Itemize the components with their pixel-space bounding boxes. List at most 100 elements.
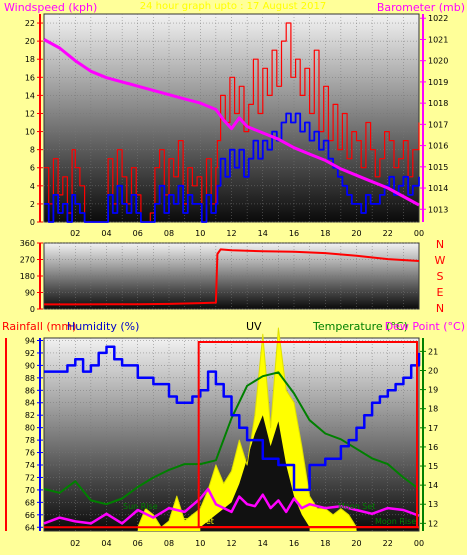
- compass-label: W: [435, 254, 446, 267]
- x-tick-label: 08: [164, 229, 174, 238]
- humidity-tick-label: 64: [25, 523, 35, 532]
- x-tick-label: 10: [195, 229, 205, 238]
- humidity-tick-label: 70: [25, 486, 35, 495]
- barometer-tick-label: 1013: [428, 205, 448, 214]
- x-tick-label: 08: [164, 539, 174, 548]
- windspeed-axis-title: Windspeed (kph): [4, 1, 97, 14]
- temperature-line: [43, 371, 420, 506]
- windspeed-tick-label: 0: [30, 218, 35, 227]
- x-tick-label: 22: [383, 229, 393, 238]
- humidity-tick-label: 78: [25, 436, 35, 445]
- barometer-tick-label: 1019: [428, 78, 448, 87]
- temperature-tick-label: 19: [428, 386, 438, 395]
- windspeed-tick-label: 2: [30, 200, 35, 209]
- humidity-tick-label: 92: [25, 349, 35, 358]
- barometer-tick-label: 1015: [428, 163, 448, 172]
- barometer-tick-label: 1014: [428, 184, 448, 193]
- humidity-axis-title: Humidity (%): [67, 320, 139, 333]
- wind-plot-area: [43, 13, 420, 223]
- wind-x-axis: 02 04 06 08 10 12 14 16 18 20 22 00: [70, 229, 424, 238]
- temperature-tick-label: 17: [428, 424, 438, 433]
- windspeed-axis: 0 2 4 6 8 10 12 14 16 18 20 22: [25, 14, 43, 227]
- humidity-tick-label: 66: [25, 511, 35, 520]
- humidity-tick-label: 72: [25, 473, 35, 482]
- x-tick-label: 04: [101, 539, 111, 548]
- x-tick-label: 18: [320, 229, 330, 238]
- windspeed-tick-label: 18: [25, 55, 35, 64]
- direction-axis: 0 90 180 270 360: [20, 239, 43, 314]
- rainfall-axis-title: Rainfall (mm): [2, 320, 76, 333]
- sun-set-label: Sun Set: [183, 517, 214, 526]
- temperature-tick-label: 15: [428, 462, 438, 471]
- temperature-tick-label: 18: [428, 405, 438, 414]
- direction-tick-label: 270: [20, 256, 35, 265]
- x-tick-label: 20: [351, 539, 361, 548]
- x-tick-label: 04: [101, 229, 111, 238]
- direction-tick-label: 360: [20, 239, 35, 248]
- humidity-axis: 64 66 68 70 72 74 76 78 80 82 84 86 88 90 92 94: [5, 336, 43, 532]
- windspeed-tick-label: 8: [30, 146, 35, 155]
- windspeed-tick-label: 20: [25, 37, 35, 46]
- humidity-tick-label: 88: [25, 374, 35, 383]
- x-tick-label: 18: [320, 539, 330, 548]
- uv-area: [200, 415, 310, 531]
- x-tick-label: 00: [414, 539, 424, 548]
- chart-title: 24 hour graph upto : 17 August 2017: [140, 1, 326, 12]
- compass-label: N: [436, 238, 444, 251]
- x-tick-label: 00: [414, 229, 424, 238]
- direction-tick-label: 90: [25, 289, 35, 298]
- direction-series: [44, 248, 420, 306]
- barometer-line: [43, 38, 420, 207]
- windspeed-tick-label: 4: [30, 182, 35, 191]
- direction-line: [44, 248, 420, 306]
- x-tick-label: 02: [70, 539, 80, 548]
- x-tick-label: 14: [258, 229, 268, 238]
- humidity-series: [43, 327, 421, 531]
- daylight-box: [197, 341, 418, 528]
- humidity-tick-label: 82: [25, 411, 35, 420]
- x-tick-label: 06: [133, 229, 143, 238]
- dewpoint-axis-title: Dew Point (°C): [385, 320, 465, 333]
- moon-set-label: Moon Set: [338, 502, 375, 511]
- dewpoint-line: [43, 487, 420, 525]
- barometer-axis-title: Barometer (mb): [377, 1, 465, 14]
- humidity-x-axis: 02 04 06 08 10 12 14 16 18 20 22 00: [70, 539, 424, 548]
- humidity-tick-label: 94: [25, 336, 35, 345]
- temperature-tick-label: 12: [428, 519, 438, 528]
- windspeed-tick-label: 6: [30, 164, 35, 173]
- temperature-axis: 12 13 14 15 16 17 18 19 20 21: [420, 338, 438, 531]
- moon-rise-label: Moon Rise: [375, 517, 416, 526]
- x-tick-label: 22: [383, 539, 393, 548]
- x-tick-label: 06: [133, 539, 143, 548]
- barometer-tick-label: 1016: [428, 142, 448, 151]
- humidity-tick-label: 74: [25, 461, 35, 470]
- temperature-tick-label: 20: [428, 366, 438, 375]
- barometer-tick-label: 1018: [428, 99, 448, 108]
- average-line: [44, 112, 420, 223]
- x-tick-label: 20: [351, 229, 361, 238]
- barometer-tick-label: 1017: [428, 120, 448, 129]
- x-tick-label: 16: [289, 539, 299, 548]
- humidity-tick-label: 86: [25, 386, 35, 395]
- windspeed-tick-label: 22: [25, 19, 35, 28]
- solar-line: [137, 327, 357, 528]
- compass-label: N: [436, 302, 444, 315]
- windspeed-tick-label: 14: [25, 91, 35, 100]
- uv-title: UV: [246, 320, 262, 333]
- sun-rise-label: Sun Rise: [123, 502, 158, 511]
- temperature-axis-title: Temperature (°C): [312, 320, 408, 333]
- windspeed-tick-label: 12: [25, 109, 35, 118]
- compass-label: E: [437, 286, 444, 299]
- barometer-tick-label: 1022: [428, 14, 448, 23]
- temperature-tick-label: 14: [428, 481, 438, 490]
- x-tick-label: 02: [70, 229, 80, 238]
- humidity-tick-label: 84: [25, 399, 35, 408]
- direction-tick-label: 0: [30, 305, 35, 314]
- direction-tick-label: 180: [20, 272, 35, 281]
- direction-grid: [44, 242, 419, 310]
- solar-area: [137, 328, 357, 531]
- barometer-axis: 1013 1014 1015 1016 1017 1018 1019 1020 1021 1022: [420, 14, 448, 222]
- x-tick-label: 12: [226, 539, 236, 548]
